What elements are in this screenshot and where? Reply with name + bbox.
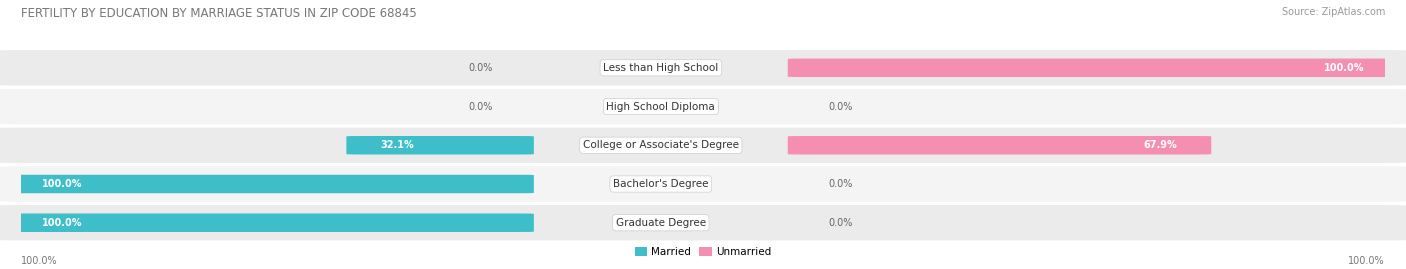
FancyBboxPatch shape	[787, 59, 1399, 77]
Text: 0.0%: 0.0%	[828, 218, 853, 228]
Text: Bachelor's Degree: Bachelor's Degree	[613, 179, 709, 189]
Text: 0.0%: 0.0%	[828, 179, 853, 189]
FancyBboxPatch shape	[0, 49, 1406, 87]
Legend: Married, Unmarried: Married, Unmarried	[630, 243, 776, 261]
Text: 32.1%: 32.1%	[381, 140, 415, 150]
FancyBboxPatch shape	[0, 88, 1406, 125]
Text: 0.0%: 0.0%	[828, 101, 853, 112]
Text: 100.0%: 100.0%	[1348, 256, 1385, 266]
FancyBboxPatch shape	[7, 175, 534, 193]
FancyBboxPatch shape	[7, 214, 534, 232]
Text: 100.0%: 100.0%	[42, 179, 82, 189]
Text: 0.0%: 0.0%	[468, 63, 494, 73]
Text: Graduate Degree: Graduate Degree	[616, 218, 706, 228]
Text: 0.0%: 0.0%	[468, 101, 494, 112]
Text: FERTILITY BY EDUCATION BY MARRIAGE STATUS IN ZIP CODE 68845: FERTILITY BY EDUCATION BY MARRIAGE STATU…	[21, 7, 416, 20]
Text: 100.0%: 100.0%	[42, 218, 82, 228]
FancyBboxPatch shape	[0, 204, 1406, 242]
Text: 67.9%: 67.9%	[1143, 140, 1177, 150]
FancyBboxPatch shape	[346, 136, 534, 154]
Text: Source: ZipAtlas.com: Source: ZipAtlas.com	[1281, 7, 1385, 17]
FancyBboxPatch shape	[0, 126, 1406, 164]
Text: 100.0%: 100.0%	[1324, 63, 1364, 73]
Text: College or Associate's Degree: College or Associate's Degree	[583, 140, 738, 150]
Text: Less than High School: Less than High School	[603, 63, 718, 73]
FancyBboxPatch shape	[787, 136, 1211, 154]
FancyBboxPatch shape	[0, 165, 1406, 203]
Text: High School Diploma: High School Diploma	[606, 101, 716, 112]
Text: 100.0%: 100.0%	[21, 256, 58, 266]
